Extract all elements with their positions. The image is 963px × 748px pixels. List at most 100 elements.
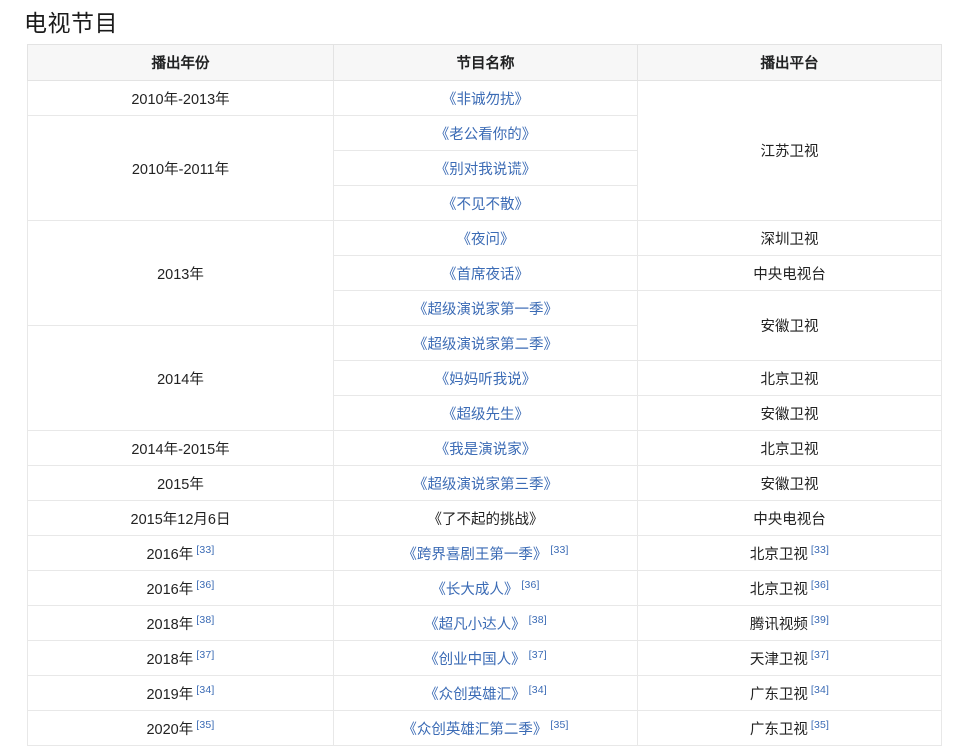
reference-link[interactable]: [34] [196,683,215,696]
name-label[interactable]: 《妈妈听我说》 [434,371,537,388]
name-label[interactable]: 《不见不散》 [442,196,529,213]
cell-name[interactable]: 《超凡小达人》 [38] [333,605,638,641]
reference-link[interactable]: [35] [196,718,215,731]
reference-link[interactable]: [36] [521,578,540,591]
reference-link[interactable]: [38] [528,613,547,626]
name-label[interactable]: 《老公看你的》 [434,126,537,143]
cell-platform: 北京卫视 [33] [637,535,942,571]
table-row: 2014年-2015年 《我是演说家》 北京卫视 [27,430,942,466]
name-label[interactable]: 《众创英雄汇》 [424,686,526,703]
cell-name[interactable]: 《不见不散》 [333,185,638,221]
cell-year: 2015年 [27,465,334,501]
reference-link[interactable]: [33] [550,543,569,556]
cell-name[interactable]: 《超级演说家第三季》 [333,465,638,501]
table-row: 2014年 《超级演说家第二季》 [27,325,942,431]
cell-year: 2016年 [33] [27,535,334,571]
cell-name[interactable]: 《创业中国人》 [37] [333,640,638,676]
name-label[interactable]: 《众创英雄汇第二季》 [402,721,548,738]
year-label: 2018年 [146,616,194,633]
name-label[interactable]: 《长大成人》 [431,581,519,598]
cell-platform: 安徽卫视 [637,290,942,361]
table-row: 2015年12月6日 《了不起的挑战》 中央电视台 [27,500,942,536]
platform-label: 广东卫视 [749,686,808,703]
platform-label: 广东卫视 [749,721,808,738]
table-row: 2019年 [34] 《众创英雄汇》 [34] 广东卫视 [34] [27,675,942,711]
column-header-1: 播出年份 [27,44,334,81]
reference-link[interactable]: [37] [196,648,215,661]
table-row: 2010年-2013年 《非诚勿扰》 江苏卫视 [27,80,942,221]
cell-name[interactable]: 《超级演说家第一季》 [333,290,638,326]
name-label[interactable]: 《超级先生》 [442,406,529,423]
cell-name[interactable]: 《跨界喜剧王第一季》 [33] [333,535,638,571]
cell-platform: 深圳卫视 [637,220,942,256]
cell-platform: 中央电视台 [637,255,942,291]
table-row: 《不见不散》 [28,185,942,221]
table-row: 2018年 [38] 《超凡小达人》 [38] 腾讯视频 [39] [27,605,942,641]
reference-link[interactable]: [34] [528,683,547,696]
cell-name[interactable]: 《首席夜话》 [333,255,638,291]
cell-year: 2010年-2011年 [27,115,334,221]
cell-name[interactable]: 《夜问》 [333,220,638,256]
name-label[interactable]: 《超级演说家第三季》 [413,476,558,493]
name-label[interactable]: 《创业中国人》 [424,651,526,668]
name-label[interactable]: 《超级演说家第二季》 [413,336,558,353]
year-label: 2018年 [146,651,194,668]
cell-name[interactable]: 《众创英雄汇第二季》 [35] [333,710,638,746]
cell-name[interactable]: 《长大成人》 [36] [333,570,638,606]
cell-platform: 北京卫视 [637,430,942,466]
column-header-2: 节目名称 [333,44,638,81]
cell-platform: 江苏卫视 [637,80,942,221]
reference-link[interactable]: [34] [810,683,830,696]
cell-year: 2014年-2015年 [27,430,334,466]
name-label[interactable]: 《超凡小达人》 [424,616,526,633]
cell-year: 2020年 [35] [27,710,334,746]
cell-name[interactable]: 《超级先生》 [333,395,638,431]
reference-link[interactable]: [37] [528,648,547,661]
cell-name[interactable]: 《我是演说家》 [333,430,638,466]
platform-label: 腾讯视频 [749,616,808,633]
reference-link[interactable]: [37] [810,648,830,661]
cell-platform: 中央电视台 [637,500,942,536]
reference-link[interactable]: [36] [196,578,215,591]
year-label: 2010年-2013年 [131,91,230,108]
year-label: 2014年 [157,371,204,388]
reference-link[interactable]: [33] [810,543,830,556]
reference-link[interactable]: [35] [810,718,830,731]
cell-name[interactable]: 《众创英雄汇》 [34] [333,675,638,711]
platform-label: 安徽卫视 [760,319,819,335]
cell-name[interactable]: 《妈妈听我说》 [333,360,638,396]
cell-name[interactable]: 《超级演说家第二季》 [333,325,638,361]
reference-link[interactable]: [33] [196,543,215,556]
reference-link[interactable]: [36] [810,578,830,591]
table-row: 2016年 [36] 《长大成人》 [36] 北京卫视 [36] [27,570,942,606]
name-label[interactable]: 《我是演说家》 [434,441,537,458]
name-label[interactable]: 《超级演说家第一季》 [413,301,558,318]
cell-name[interactable]: 《老公看你的》 [333,115,638,151]
cell-year: 2015年12月6日 [27,500,334,536]
platform-label: 北京卫视 [760,441,819,458]
reference-link[interactable]: [38] [196,613,215,626]
cell-platform: 天津卫视 [37] [637,640,942,676]
name-label[interactable]: 《别对我说谎》 [434,161,537,178]
name-label[interactable]: 《首席夜话》 [442,266,529,283]
table-row: 2020年 [35] 《众创英雄汇第二季》 [35] 广东卫视 [35] [27,710,942,746]
year-label: 2016年 [146,546,194,563]
reference-link[interactable]: [39] [810,613,830,626]
table-row: 《妈妈听我说》 北京卫视 [28,360,942,396]
name-label[interactable]: 《夜问》 [456,231,515,248]
platform-label: 北京卫视 [760,371,819,388]
platform-label: 北京卫视 [749,546,808,563]
platform-label: 安徽卫视 [760,406,819,423]
cell-year: 2018年 [38] [27,605,334,641]
reference-link[interactable]: [35] [550,718,569,731]
table-body: 2010年-2013年 《非诚勿扰》 江苏卫视 2010年-2011年 《老公看你的》《… [27,80,942,746]
table-row: 2018年 [37] 《创业中国人》 [37] 天津卫视 [37] [27,640,942,676]
name-label[interactable]: 《跨界喜剧王第一季》 [402,546,548,563]
name-label[interactable]: 《非诚勿扰》 [442,91,529,108]
cell-name[interactable]: 《别对我说谎》 [333,150,638,186]
page-title: 电视节目 [24,10,118,36]
cell-platform: 北京卫视 [637,360,942,396]
cell-name[interactable]: 《非诚勿扰》 [333,80,638,116]
cell-platform: 广东卫视 [34] [637,675,942,711]
